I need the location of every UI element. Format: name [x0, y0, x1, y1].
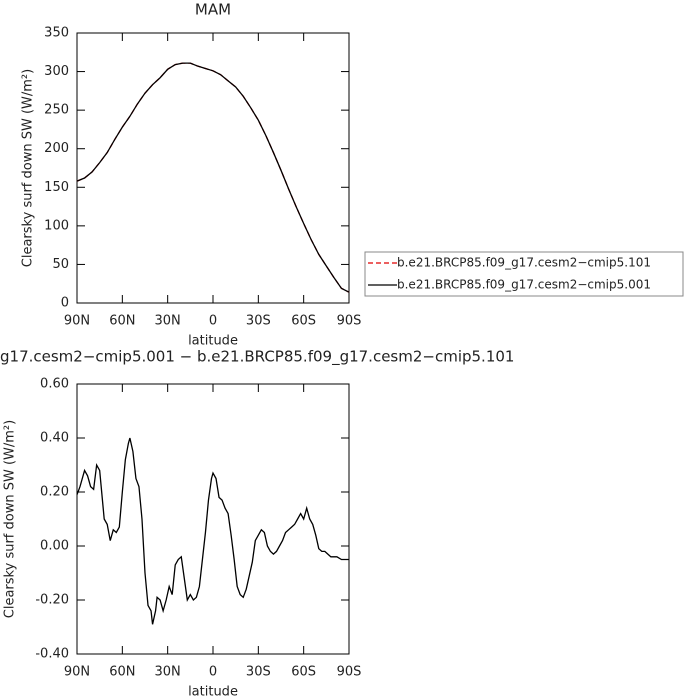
x-tick-label: 0	[209, 314, 217, 329]
x-axis-label: latitude	[188, 685, 238, 700]
x-tick-label: 90S	[337, 665, 362, 680]
y-tick-label: 0.20	[40, 485, 69, 500]
x-tick-label: 90N	[64, 314, 90, 329]
legend-box	[364, 251, 684, 297]
x-tick-label: 30S	[246, 314, 271, 329]
plot-frame	[76, 383, 350, 655]
x-axis-label: latitude	[188, 334, 238, 349]
data-line	[76, 62, 350, 293]
x-tick-label: 0	[209, 665, 217, 680]
data-line	[76, 437, 349, 625]
y-tick-label: 0	[61, 296, 69, 311]
x-tick-label: 30N	[155, 314, 181, 329]
x-tick-label: 30S	[246, 665, 271, 680]
y-tick-label: -0.40	[35, 647, 69, 662]
chart-title: MAM	[195, 1, 231, 19]
x-tick-label: 60S	[291, 665, 316, 680]
chart-title: g17.cesm2−cmip5.001 − b.e21.BRCP85.f09_g…	[0, 348, 514, 367]
y-tick-label: 0.60	[40, 377, 69, 392]
y-tick-label: 350	[44, 26, 69, 41]
plot-frame	[76, 32, 350, 304]
y-axis-label: Clearsky surf down SW (W/m²)	[21, 69, 36, 267]
legend-label: b.e21.BRCP85.f09_g17.cesm2−cmip5.001	[397, 278, 651, 292]
y-tick-label: -0.20	[35, 593, 69, 608]
x-tick-label: 60S	[291, 314, 316, 329]
y-tick-label: 0.00	[40, 539, 69, 554]
x-tick-label: 60N	[109, 314, 135, 329]
data-line	[76, 62, 350, 293]
x-tick-label: 90S	[337, 314, 362, 329]
y-tick-label: 0.40	[40, 431, 69, 446]
y-axis-label: Clearsky surf down SW (W/m²)	[3, 420, 18, 618]
x-tick-label: 30N	[155, 665, 181, 680]
x-tick-label: 90N	[64, 665, 90, 680]
y-tick-label: 100	[44, 218, 69, 233]
legend-label: b.e21.BRCP85.f09_g17.cesm2−cmip5.101	[397, 256, 651, 270]
y-tick-label: 150	[44, 180, 69, 195]
x-tick-label: 60N	[109, 665, 135, 680]
y-tick-label: 50	[52, 257, 69, 272]
y-tick-label: 200	[44, 141, 69, 156]
y-tick-label: 300	[44, 64, 69, 79]
y-tick-label: 250	[44, 103, 69, 118]
